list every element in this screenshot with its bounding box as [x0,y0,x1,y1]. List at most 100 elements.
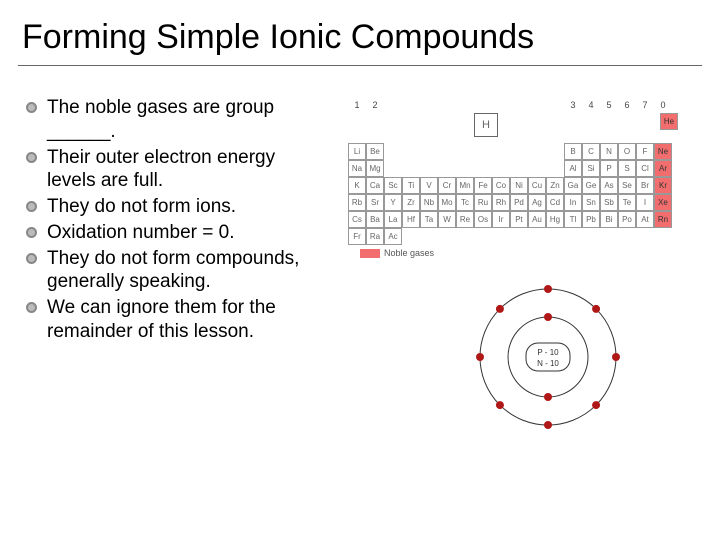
legend-swatch [360,249,380,258]
pt-spacer [492,160,510,177]
pt-cell: Rn [654,211,672,228]
pt-header-cell [384,96,402,113]
pt-spacer [474,228,492,245]
pt-spacer [510,160,528,177]
pt-cell: In [564,194,582,211]
pt-spacer [654,228,672,245]
pt-cell: Ra [366,228,384,245]
pt-cell: Au [528,211,546,228]
electron [592,305,600,313]
pt-cell: P [600,160,618,177]
pt-cell-h: H [474,113,498,137]
pt-spacer [624,113,642,130]
pt-cell: Ni [510,177,528,194]
pt-cell: Pb [582,211,600,228]
pt-cell: Cd [546,194,564,211]
pt-spacer [402,160,420,177]
pt-cell: Sr [366,194,384,211]
pt-header-cell: 2 [366,96,384,113]
pt-row: FrRaAc [348,228,708,245]
pt-cell: Pt [510,211,528,228]
pt-cell: Kr [654,177,672,194]
bullet-icon [26,227,37,238]
pt-cell: Mo [438,194,456,211]
pt-spacer [420,160,438,177]
pt-cell: Re [456,211,474,228]
pt-spacer [636,228,654,245]
pt-cell: Zr [402,194,420,211]
pt-cell: Be [366,143,384,160]
bullet-text: The noble gases are group ______. [47,96,318,144]
pt-spacer [534,113,552,130]
pt-cell: Se [618,177,636,194]
pt-cell: Ga [564,177,582,194]
pt-cell: Nb [420,194,438,211]
pt-cell: Ta [420,211,438,228]
right-panel: 12345670HHeLiBeBCNOFNeNaMgAlSiPSClArKCaS… [318,96,702,346]
pt-spacer [384,113,402,130]
bullet-icon [26,302,37,313]
bullet-text: Their outer electron energy levels are f… [47,146,318,194]
pt-row: RbSrYZrNbMoTcRuRhPdAgCdInSnSbTeIXe [348,194,708,211]
pt-cell: Fr [348,228,366,245]
electron [496,401,504,409]
bullet-text: Oxidation number = 0. [47,221,234,245]
pt-cell: Cr [438,177,456,194]
bullet-item: Their outer electron energy levels are f… [26,146,318,194]
atom-diagram: P - 10N - 10 [463,272,633,442]
bullet-text: They do not form ions. [47,195,236,219]
electron [544,313,552,321]
pt-header-cell [546,96,564,113]
pt-header-cell: 4 [582,96,600,113]
pt-header-cell [474,96,492,113]
pt-cell: V [420,177,438,194]
pt-cell: W [438,211,456,228]
pt-cell: Al [564,160,582,177]
pt-spacer [528,160,546,177]
pt-spacer [546,228,564,245]
slide-title: Forming Simple Ionic Compounds [0,0,720,65]
pt-cell: Fe [474,177,492,194]
pt-cell: Sb [600,194,618,211]
pt-spacer [366,113,384,130]
pt-cell: O [618,143,636,160]
pt-spacer [570,113,588,130]
pt-spacer [348,113,366,130]
pt-cell: Y [384,194,402,211]
bullet-icon [26,253,37,264]
pt-cell: La [384,211,402,228]
pt-spacer [498,113,516,130]
pt-header-cell: 7 [636,96,654,113]
pt-spacer [546,160,564,177]
pt-spacer [456,160,474,177]
pt-header-cell [456,96,474,113]
electron [476,353,484,361]
pt-cell: Si [582,160,600,177]
electron [544,421,552,429]
pt-cell: Ne [654,143,672,160]
pt-cell: Na [348,160,366,177]
pt-spacer [474,160,492,177]
electron [544,393,552,401]
pt-spacer [618,228,636,245]
pt-cell: Xe [654,194,672,211]
pt-cell: Bi [600,211,618,228]
pt-header-cell: 3 [564,96,582,113]
electron [612,353,620,361]
pt-header-cell [510,96,528,113]
pt-row: CsBaLaHfTaWReOsIrPtAuHgTlPbBiPoAtRn [348,211,708,228]
pt-spacer [510,228,528,245]
pt-cell: Ge [582,177,600,194]
electron [592,401,600,409]
pt-spacer [606,113,624,130]
pt-spacer [474,143,492,160]
pt-header-cell: 6 [618,96,636,113]
pt-cell: At [636,211,654,228]
pt-spacer [552,113,570,130]
pt-header-cell: 5 [600,96,618,113]
pt-spacer [456,113,474,130]
electron [496,305,504,313]
pt-header-cell [438,96,456,113]
pt-cell: Rb [348,194,366,211]
pt-row: NaMgAlSiPSClAr [348,160,708,177]
